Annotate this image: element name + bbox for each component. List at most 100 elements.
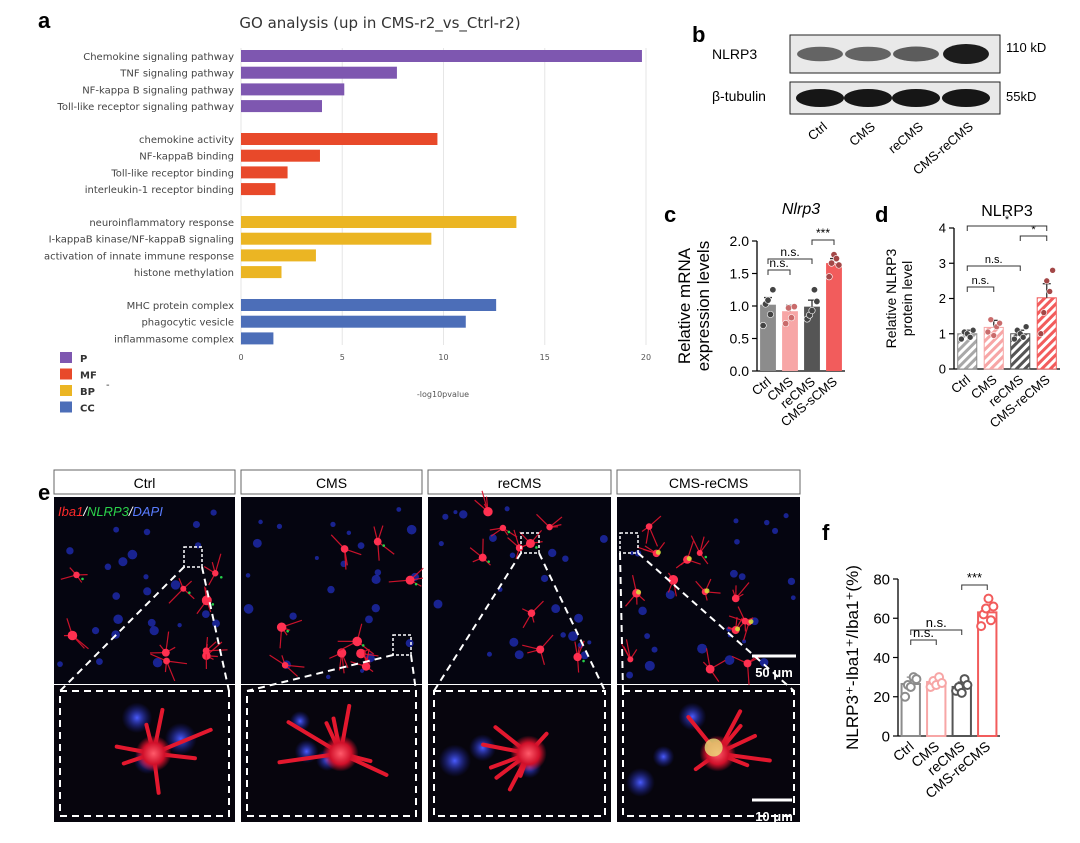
blot-tubulin-label: β-tubulin: [712, 88, 766, 104]
microglia-soma: [525, 538, 535, 548]
blot-nlrp3-band: [893, 46, 939, 62]
y-label-line1: Relative mRNA: [675, 247, 694, 364]
go-xtick: 15: [540, 353, 550, 362]
chart-title: NLRP3: [981, 203, 1033, 220]
zoom-soma: [135, 735, 172, 772]
nucleus: [357, 542, 365, 549]
microglia-soma: [352, 636, 363, 647]
y-tick-label: 20: [873, 689, 890, 706]
significance-label: ***: [967, 570, 982, 585]
go-term-label: NF-kappaB binding: [139, 152, 234, 163]
zoom-nlrp3: [704, 738, 723, 757]
blot-size-110: 110 kD: [1006, 40, 1046, 55]
y-tick-label: 80: [873, 571, 890, 588]
blot-tubulin-band: [796, 89, 844, 107]
data-point: [1011, 335, 1018, 343]
nlrp3-signal: [361, 644, 365, 647]
nlrp3-signal: [382, 544, 386, 547]
microglia-process: [625, 639, 631, 660]
significance-label: n.s.: [913, 625, 934, 640]
zoom-nucleus: [438, 744, 472, 777]
go-term-label: Chemokine signaling pathway: [83, 52, 234, 63]
microglia-soma: [573, 652, 582, 662]
y-label-line2: protein level: [899, 261, 915, 337]
y-tick-label: 0.5: [730, 331, 750, 347]
significance-bracket: [767, 258, 813, 264]
nucleus: [147, 618, 156, 627]
data-point: [787, 314, 795, 322]
zoom-soma: [322, 735, 359, 772]
nucleus: [787, 577, 796, 586]
data-point: [988, 601, 999, 612]
roi-guide-right: [410, 654, 417, 692]
nucleus: [629, 551, 635, 556]
data-point: [985, 615, 996, 626]
go-bar: [241, 299, 497, 311]
micrograph-header-box: [427, 469, 612, 495]
data-point: [785, 304, 793, 312]
nucleus: [644, 660, 655, 671]
nucleus: [734, 538, 740, 545]
microglia-soma: [536, 645, 545, 654]
zoom-nucleus: [652, 745, 675, 768]
go-term-label: chemokine activity: [139, 135, 234, 146]
data-point: [759, 321, 767, 329]
data-point: [835, 261, 843, 269]
nucleus: [742, 639, 747, 644]
panel-e-label: e: [38, 480, 50, 505]
go-bar: [241, 166, 288, 179]
nucleus: [201, 610, 210, 619]
nucleus: [143, 574, 149, 580]
data-point: [828, 259, 836, 267]
blot-tubulin-band: [942, 89, 990, 107]
go-legend-swatch: [60, 352, 72, 363]
nucleus: [113, 614, 123, 625]
micrograph-header-box: [616, 469, 801, 495]
significance-label: n.s.: [926, 615, 947, 630]
nucleus: [568, 631, 578, 642]
nucleus: [374, 569, 382, 576]
go-term-label: TNF signaling pathway: [119, 69, 234, 80]
significance-label: n.s.: [972, 275, 990, 287]
nucleus: [149, 625, 159, 636]
nucleus: [509, 637, 519, 647]
nucleus: [486, 651, 492, 657]
nucleus: [764, 519, 770, 526]
nlrp3-signal: [507, 530, 511, 534]
nlrp3-signal: [582, 659, 585, 663]
nucleus: [289, 612, 297, 620]
western-blot: NLRP3 β-tubulin 110 kD 55kD Ctrl CMS reCMS…: [712, 34, 1046, 178]
micrograph-header-box: [53, 469, 236, 495]
nucleus: [453, 510, 458, 515]
roi-guide-left: [246, 654, 394, 692]
roi-guide-right: [201, 566, 230, 692]
microglia-soma: [515, 544, 524, 552]
data-point: [782, 320, 790, 328]
nlrp3-signal: [188, 591, 191, 595]
microglia-soma: [743, 659, 752, 668]
nucleus: [91, 627, 100, 635]
microglia-soma: [202, 647, 210, 655]
nucleus: [489, 534, 497, 542]
go-legend-label: CC: [80, 404, 95, 415]
data-point: [962, 679, 973, 690]
panel-d-label: d: [875, 202, 888, 227]
nucleus: [396, 507, 402, 512]
nucleus: [644, 633, 651, 639]
nucleus: [442, 513, 449, 520]
significance-bracket: [910, 629, 963, 635]
nlrp3-signal: [414, 582, 418, 586]
microglia-process: [690, 535, 701, 554]
blot-nlrp3-band: [845, 46, 891, 62]
micrograph-header: reCMS: [498, 475, 542, 491]
nucleus: [405, 639, 414, 648]
nucleus: [359, 668, 365, 673]
significance-bracket: [1019, 235, 1048, 241]
microglia-process: [166, 660, 188, 665]
go-bar: [241, 83, 345, 96]
significance-label: n.s.: [780, 245, 799, 259]
nucleus: [243, 604, 254, 614]
nucleus: [562, 555, 569, 562]
stain-nlrp3: NLRP3: [87, 504, 130, 519]
nlrp3-mrna-chart: 0.00.51.01.52.0CtrlCMSreCMSCMS-sCMSn.s.n…: [675, 201, 845, 429]
